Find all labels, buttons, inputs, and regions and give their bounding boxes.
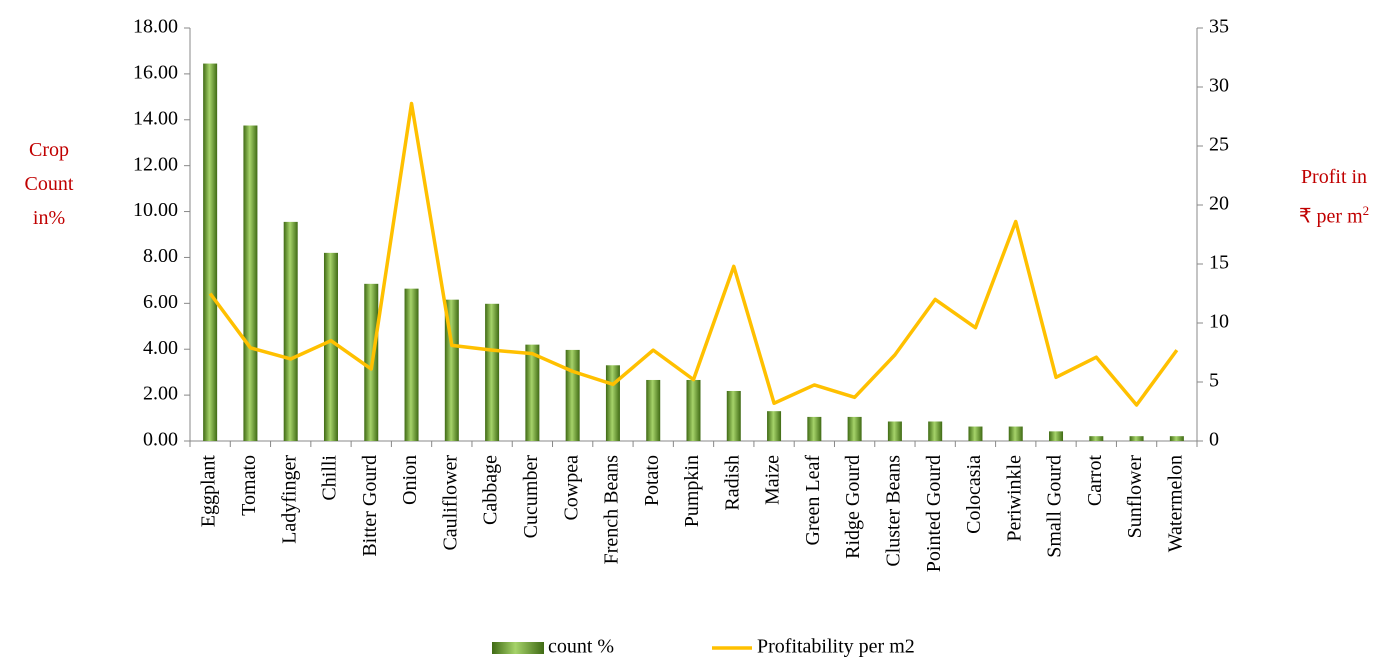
y2-tick-label: 0	[1209, 429, 1219, 451]
y2-tick-label: 5	[1209, 370, 1219, 392]
x-tick-label: Carrot	[1084, 455, 1106, 507]
x-tick-label: Cluster Beans	[882, 455, 904, 567]
bar	[525, 344, 540, 441]
bar	[1008, 426, 1023, 441]
bar	[968, 426, 983, 441]
y-tick-label: 16.00	[133, 61, 178, 83]
y2-tick-label: 10	[1209, 311, 1229, 333]
x-tick-label: Cowpea	[560, 455, 582, 521]
y-tick-label: 18.00	[133, 16, 178, 38]
y2-tick-label: 35	[1209, 16, 1229, 38]
bar	[726, 390, 741, 441]
y-tick-label: 12.00	[133, 153, 178, 175]
x-tick-label: Watermelon	[1164, 455, 1186, 552]
y2-axis-label: Profit in ₹ per m2	[1296, 160, 1372, 234]
bar	[686, 379, 701, 441]
x-tick-label: Small Gourd	[1044, 455, 1066, 558]
legend-label: Profitability per m2	[757, 636, 915, 658]
y-tick-label: 2.00	[143, 383, 178, 405]
x-tick-label: Ridge Gourd	[842, 455, 864, 559]
x-tick-label: Pointed Gourd	[923, 455, 945, 572]
bar	[243, 125, 258, 441]
bar	[1169, 436, 1184, 441]
y2-tick-label: 30	[1209, 75, 1229, 97]
x-tick-label: Pumpkin	[681, 455, 703, 527]
legend-label: count %	[548, 636, 614, 658]
x-tick-label: Ladyfinger	[278, 455, 300, 544]
bar	[485, 303, 500, 441]
x-tick-label: Cauliflower	[439, 455, 461, 551]
x-tick-label: Chilli	[319, 455, 341, 501]
x-tick-label: Eggplant	[198, 455, 220, 528]
x-tick-label: Potato	[641, 455, 663, 506]
y-tick-label: 6.00	[143, 291, 178, 313]
x-tick-label: Radish	[721, 455, 743, 511]
x-tick-label: Green Leaf	[802, 455, 824, 546]
legend-swatch	[492, 642, 544, 654]
x-tick-label: Periwinkle	[1003, 455, 1025, 542]
bar	[1049, 431, 1064, 441]
x-tick-label: Onion	[399, 455, 421, 505]
y-tick-label: 4.00	[143, 337, 178, 359]
bar	[847, 416, 862, 441]
bar	[767, 411, 782, 441]
bar	[203, 63, 218, 441]
bar	[323, 252, 338, 441]
x-tick-label: Cucumber	[520, 455, 542, 539]
line	[208, 101, 1179, 407]
y2-tick-label: 20	[1209, 193, 1229, 215]
bar	[1089, 436, 1104, 441]
bar	[565, 349, 580, 441]
x-tick-label: Cabbage	[480, 455, 502, 525]
y-tick-label: 8.00	[143, 245, 178, 267]
bar	[404, 288, 419, 441]
bar	[928, 421, 943, 441]
x-tick-label: Sunflower	[1124, 455, 1146, 539]
y-tick-label: 10.00	[133, 199, 178, 221]
y2-tick-label: 15	[1209, 252, 1229, 274]
y2-label-text: Profit in ₹ per m	[1298, 166, 1368, 228]
bar	[807, 416, 822, 441]
bar	[887, 421, 902, 441]
y2-tick-label: 25	[1209, 134, 1229, 156]
bar	[605, 365, 620, 441]
x-tick-label: Colocasia	[963, 455, 985, 534]
y2-label-sup: 2	[1362, 203, 1370, 218]
x-tick-label: Tomato	[238, 455, 260, 516]
bar	[646, 379, 661, 441]
bar	[283, 221, 298, 441]
x-tick-label: French Beans	[601, 455, 623, 565]
x-tick-label: Bitter Gourd	[359, 455, 381, 557]
y-tick-label: 0.00	[143, 429, 178, 451]
bar	[1129, 436, 1144, 441]
y-tick-label: 14.00	[133, 107, 178, 129]
x-tick-label: Maize	[762, 455, 784, 505]
y-axis-label: Crop Count in%	[24, 139, 74, 229]
